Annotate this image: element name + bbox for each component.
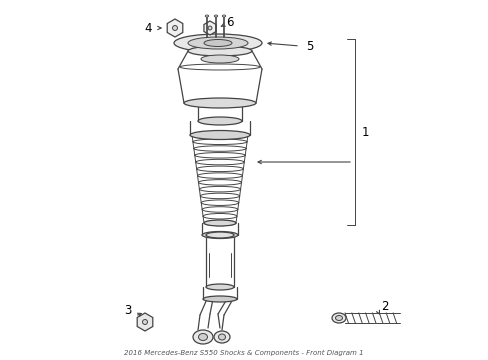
Ellipse shape <box>203 40 231 46</box>
Ellipse shape <box>187 46 251 56</box>
Ellipse shape <box>218 334 225 340</box>
Ellipse shape <box>222 15 225 17</box>
Text: 2016 Mercedes-Benz S550 Shocks & Components - Front Diagram 1: 2016 Mercedes-Benz S550 Shocks & Compone… <box>124 350 363 356</box>
Polygon shape <box>167 19 183 37</box>
Text: 4: 4 <box>144 22 151 35</box>
Ellipse shape <box>205 15 208 17</box>
Ellipse shape <box>202 231 238 238</box>
Ellipse shape <box>335 315 342 320</box>
Ellipse shape <box>187 37 247 49</box>
Text: 1: 1 <box>361 126 368 139</box>
Ellipse shape <box>205 284 234 290</box>
Ellipse shape <box>205 232 234 238</box>
Ellipse shape <box>203 220 236 226</box>
Text: 3: 3 <box>124 303 131 316</box>
Text: 2: 2 <box>381 300 388 312</box>
Ellipse shape <box>201 55 239 63</box>
Polygon shape <box>203 21 216 35</box>
Ellipse shape <box>214 331 229 343</box>
Ellipse shape <box>142 320 147 324</box>
Ellipse shape <box>193 330 213 344</box>
Ellipse shape <box>174 34 262 52</box>
Ellipse shape <box>172 26 177 31</box>
Ellipse shape <box>198 333 207 341</box>
Ellipse shape <box>183 98 256 108</box>
Ellipse shape <box>190 130 249 139</box>
Ellipse shape <box>214 15 217 17</box>
Ellipse shape <box>331 313 346 323</box>
Ellipse shape <box>203 296 237 302</box>
Polygon shape <box>137 313 152 331</box>
Text: 6: 6 <box>226 17 233 30</box>
Text: 5: 5 <box>305 40 313 53</box>
Ellipse shape <box>208 26 211 30</box>
Ellipse shape <box>198 117 242 125</box>
